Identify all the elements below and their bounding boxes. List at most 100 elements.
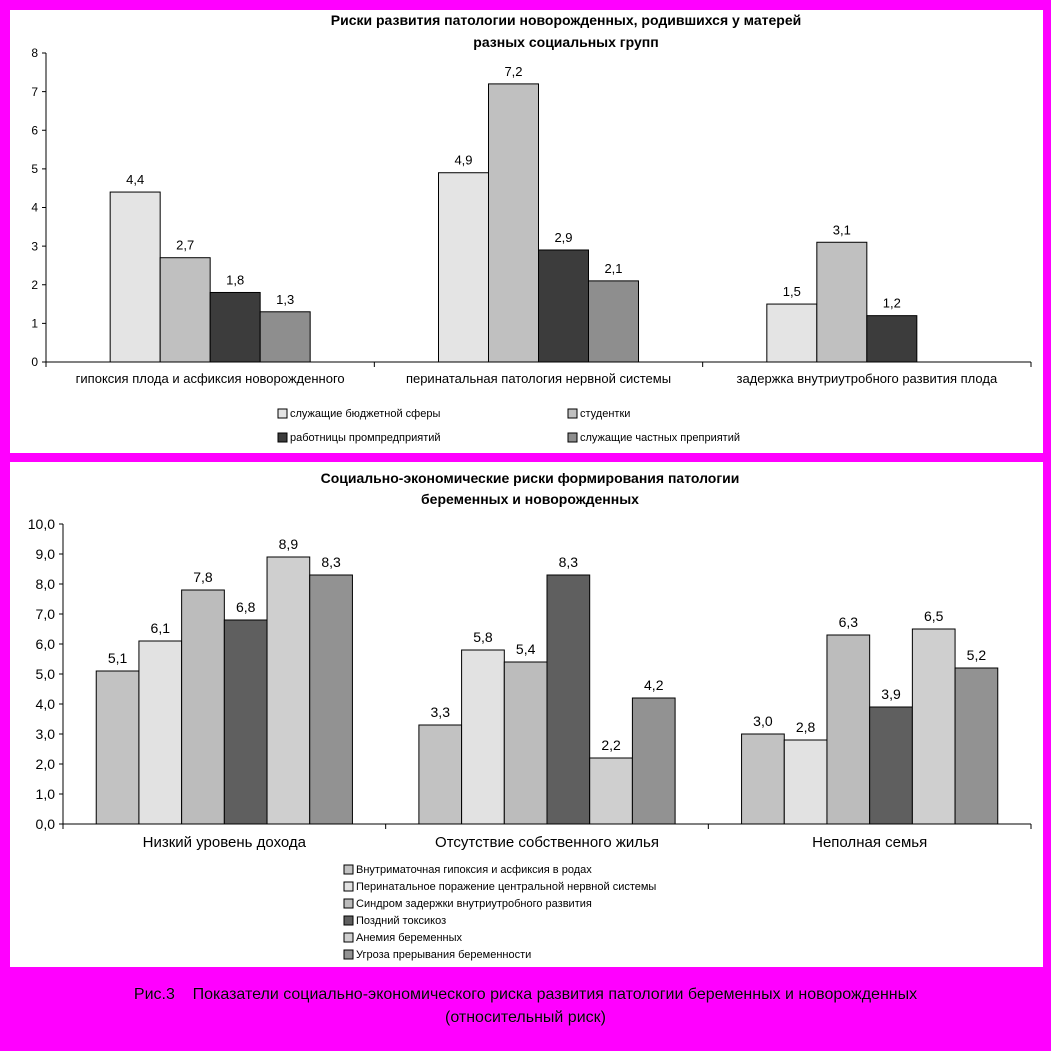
legend-entry-label: служащие бюджетной сферы (290, 408, 440, 420)
bar-value-label: 3,9 (881, 686, 901, 702)
x-category-label: Низкий уровень дохода (143, 834, 307, 851)
legend-swatch (567, 432, 578, 443)
chart-2-svg: Социально-экономические риски формирован… (28, 470, 1032, 961)
y-tick-label: 2 (31, 278, 38, 292)
bar (911, 628, 956, 825)
bar-value-label: 2,7 (176, 238, 194, 253)
legend-swatch (277, 432, 288, 443)
bar (866, 315, 918, 363)
chart-title-line: Риски развития патологии новорожденных, … (331, 12, 801, 28)
legend-entry-label: Поздний токсикоз (356, 915, 446, 927)
legend-entry-label: Угроза прерывания беременности (356, 949, 531, 961)
bar (438, 172, 489, 363)
bar-value-label: 4,9 (454, 153, 472, 168)
bar (418, 724, 463, 825)
bar (159, 257, 211, 363)
bar-value-label: 4,2 (644, 677, 664, 693)
bar-value-label: 1,3 (276, 292, 294, 307)
bar (816, 241, 868, 363)
legend-swatch (343, 949, 354, 960)
bar (109, 191, 161, 363)
bar-value-label: 2,1 (604, 261, 622, 276)
bar-value-label: 4,4 (126, 172, 144, 187)
legend-swatch (567, 408, 578, 419)
y-tick-label: 1,0 (36, 786, 56, 802)
bar (589, 757, 633, 825)
legend-entry-label: студентки (580, 408, 630, 420)
legend-swatch (277, 408, 288, 419)
chart-title-line: беременных и новорожденных (421, 491, 639, 507)
x-category-label: перинатальная патология нервной системы (406, 371, 671, 386)
bar-value-label: 2,8 (796, 719, 816, 735)
legend-entry-label: Синдром задержки внутриутробного развити… (356, 898, 592, 910)
y-tick-label: 8 (31, 46, 38, 60)
bar-value-label: 1,2 (883, 296, 901, 311)
x-category-label: гипоксия плода и асфиксия новорожденного (76, 371, 345, 386)
bar-value-label: 1,8 (226, 272, 244, 287)
bar-value-label: 5,2 (967, 647, 987, 663)
x-category-label: Неполная семья (812, 834, 927, 851)
chart-panel-bottom: Социально-экономические риски формирован… (10, 462, 1043, 967)
bar (181, 589, 225, 825)
y-tick-label: 5,0 (36, 666, 56, 682)
bar (138, 640, 183, 825)
legend-entry-label: работницы промпредприятий (290, 432, 441, 444)
bar (783, 739, 828, 825)
bar (588, 280, 639, 363)
bar (546, 574, 591, 825)
bar (826, 634, 871, 825)
bar-value-label: 2,2 (601, 737, 621, 753)
legend-entry-label: Перинатальное поражение центральной нерв… (356, 881, 656, 893)
bar-value-label: 6,1 (151, 620, 171, 636)
bar-value-label: 3,0 (753, 713, 773, 729)
bar (209, 291, 261, 363)
bar-value-label: 7,2 (504, 64, 522, 79)
bar (259, 311, 311, 363)
bar-value-label: 3,1 (833, 222, 851, 237)
y-tick-label: 10,0 (28, 516, 55, 532)
bar-value-label: 2,9 (554, 230, 572, 245)
bar-value-label: 5,1 (108, 650, 128, 666)
y-tick-label: 0,0 (36, 816, 56, 832)
chart-title-line: разных социальных групп (473, 34, 658, 50)
legend-swatch (343, 881, 354, 892)
y-tick-label: 7 (31, 85, 38, 99)
bar (461, 649, 505, 825)
bar (309, 574, 353, 825)
legend-swatch (343, 932, 354, 943)
legend-swatch (343, 864, 354, 875)
y-tick-label: 2,0 (36, 756, 56, 772)
legend-entry-label: Анемия беременных (356, 932, 463, 944)
y-tick-label: 5 (31, 162, 38, 176)
y-tick-label: 8,0 (36, 576, 56, 592)
y-tick-label: 7,0 (36, 606, 56, 622)
bar (538, 249, 589, 363)
legend-entry-label: служащие частных преприятий (580, 432, 740, 444)
caption-line-2: (относительный риск) (445, 1009, 606, 1026)
bar-value-label: 5,8 (473, 629, 493, 645)
bar-value-label: 8,9 (279, 536, 299, 552)
bar-value-label: 6,8 (236, 599, 256, 615)
bar-value-label: 6,3 (839, 614, 859, 630)
x-category-label: задержка внутриутробного развития плода (736, 371, 997, 386)
bar-value-label: 8,3 (559, 554, 579, 570)
y-tick-label: 4,0 (36, 696, 56, 712)
bar (954, 667, 999, 825)
y-tick-label: 9,0 (36, 546, 56, 562)
bar (869, 706, 913, 825)
caption-line-1: Рис.3 Показатели социально-экономическог… (133, 986, 918, 1003)
y-tick-label: 6,0 (36, 636, 56, 652)
legend-swatch (343, 915, 354, 926)
bar (631, 697, 676, 825)
x-category-label: Отсутствие собственного жилья (435, 834, 659, 851)
bar (503, 661, 548, 825)
legend-entry-label: Внутриматочная гипоксия и асфиксия в род… (356, 864, 592, 876)
bar (766, 303, 818, 363)
bar-value-label: 3,3 (431, 704, 451, 720)
bar (266, 556, 311, 825)
bar-value-label: 8,3 (321, 554, 341, 570)
y-tick-label: 1 (31, 317, 38, 331)
chart-title-line: Социально-экономические риски формирован… (321, 470, 740, 486)
bar (95, 670, 140, 825)
bar-value-label: 6,5 (924, 608, 944, 624)
